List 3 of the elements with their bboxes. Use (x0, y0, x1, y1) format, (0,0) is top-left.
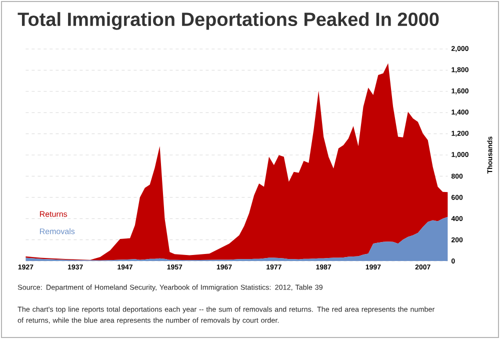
chart-title: Total Immigration Deportations Peaked In 2000 (18, 12, 439, 30)
text: Removals (40, 228, 75, 234)
text: Returns (40, 211, 68, 217)
